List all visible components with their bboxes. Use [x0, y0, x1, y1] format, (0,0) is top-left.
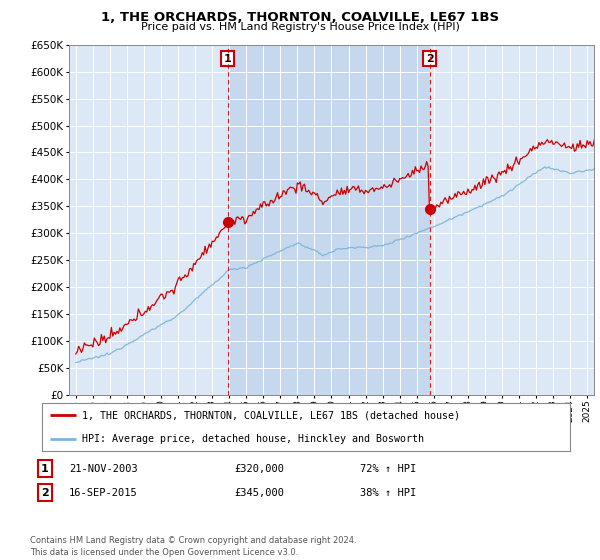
Text: HPI: Average price, detached house, Hinckley and Bosworth: HPI: Average price, detached house, Hinc…: [82, 434, 424, 444]
Text: 16-SEP-2015: 16-SEP-2015: [69, 488, 138, 498]
Text: 1, THE ORCHARDS, THORNTON, COALVILLE, LE67 1BS: 1, THE ORCHARDS, THORNTON, COALVILLE, LE…: [101, 11, 499, 24]
Text: 1: 1: [41, 464, 49, 474]
Text: £345,000: £345,000: [234, 488, 284, 498]
Text: 72% ↑ HPI: 72% ↑ HPI: [360, 464, 416, 474]
Text: 1, THE ORCHARDS, THORNTON, COALVILLE, LE67 1BS (detached house): 1, THE ORCHARDS, THORNTON, COALVILLE, LE…: [82, 410, 460, 420]
Text: Price paid vs. HM Land Registry's House Price Index (HPI): Price paid vs. HM Land Registry's House …: [140, 22, 460, 32]
Text: 21-NOV-2003: 21-NOV-2003: [69, 464, 138, 474]
Text: 2: 2: [41, 488, 49, 498]
Text: 2: 2: [425, 54, 433, 63]
Text: 1: 1: [224, 54, 232, 63]
Text: £320,000: £320,000: [234, 464, 284, 474]
Text: Contains HM Land Registry data © Crown copyright and database right 2024.
This d: Contains HM Land Registry data © Crown c…: [30, 536, 356, 557]
Text: 38% ↑ HPI: 38% ↑ HPI: [360, 488, 416, 498]
Bar: [227, 45, 430, 395]
